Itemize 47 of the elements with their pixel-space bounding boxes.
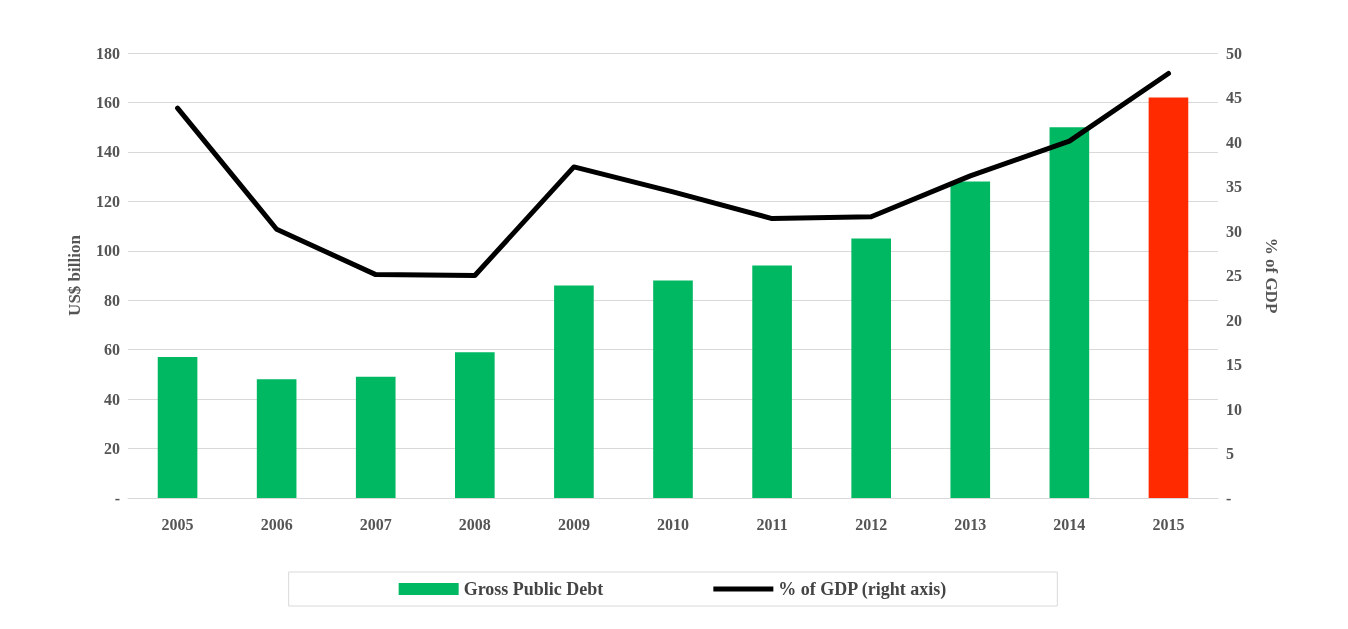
x-tick-label: 2005 [161, 515, 194, 533]
x-tick-label: 2012 [855, 515, 888, 533]
bar [851, 238, 891, 498]
x-tick-label: 2007 [359, 515, 392, 533]
x-tick-label: 2010 [657, 515, 689, 533]
x-tick-label: 2006 [260, 515, 293, 533]
x-tick-label: 2008 [458, 515, 491, 533]
y-tick-label: 120 [96, 192, 120, 210]
y2-tick-label: 10 [1226, 400, 1242, 418]
bar [1148, 97, 1189, 498]
bar [1049, 127, 1090, 498]
y2-tick-label: 30 [1226, 222, 1242, 240]
x-tick-label: 2015 [1152, 515, 1185, 533]
x-tick-label: 2014 [1053, 515, 1086, 533]
legend-label: % of GDP (right axis) [778, 579, 947, 600]
legend-label: Gross Public Debt [463, 579, 604, 599]
y2-tick-label: 50 [1226, 44, 1242, 62]
y2-tick-label: 25 [1226, 267, 1242, 284]
y-tick-label: 40 [104, 390, 120, 408]
y2-tick-label: 40 [1226, 133, 1242, 151]
y2-tick-label: 15 [1226, 356, 1242, 373]
bar [554, 285, 594, 498]
y-tick-label: - [114, 489, 120, 507]
y-tick-label: 180 [96, 44, 120, 62]
y2-tick-label: 35 [1226, 178, 1242, 195]
x-tick-label: 2013 [954, 515, 987, 533]
y-tick-label: 60 [104, 341, 120, 359]
x-tick-label: 2009 [557, 515, 590, 533]
y2-axis-title: % of GDP [1262, 237, 1281, 314]
y-tick-label: 160 [96, 93, 120, 111]
y-tick-label: 20 [104, 440, 120, 458]
bar [157, 357, 198, 498]
bar [752, 265, 792, 498]
y-tick-label: 80 [104, 291, 120, 309]
y-axis-title: US$ billion [65, 234, 84, 316]
bar [355, 376, 396, 498]
bar [950, 181, 991, 498]
bar [256, 379, 297, 498]
y2-tick-label: - [1226, 489, 1232, 507]
y-tick-label: 140 [96, 143, 120, 161]
y2-tick-label: 45 [1226, 89, 1242, 106]
y-tick-label: 100 [96, 242, 120, 260]
y2-tick-label: 5 [1226, 445, 1234, 462]
bar [653, 280, 693, 498]
x-tick-label: 2011 [756, 515, 788, 533]
bar [455, 352, 495, 498]
y2-tick-label: 20 [1226, 311, 1242, 329]
